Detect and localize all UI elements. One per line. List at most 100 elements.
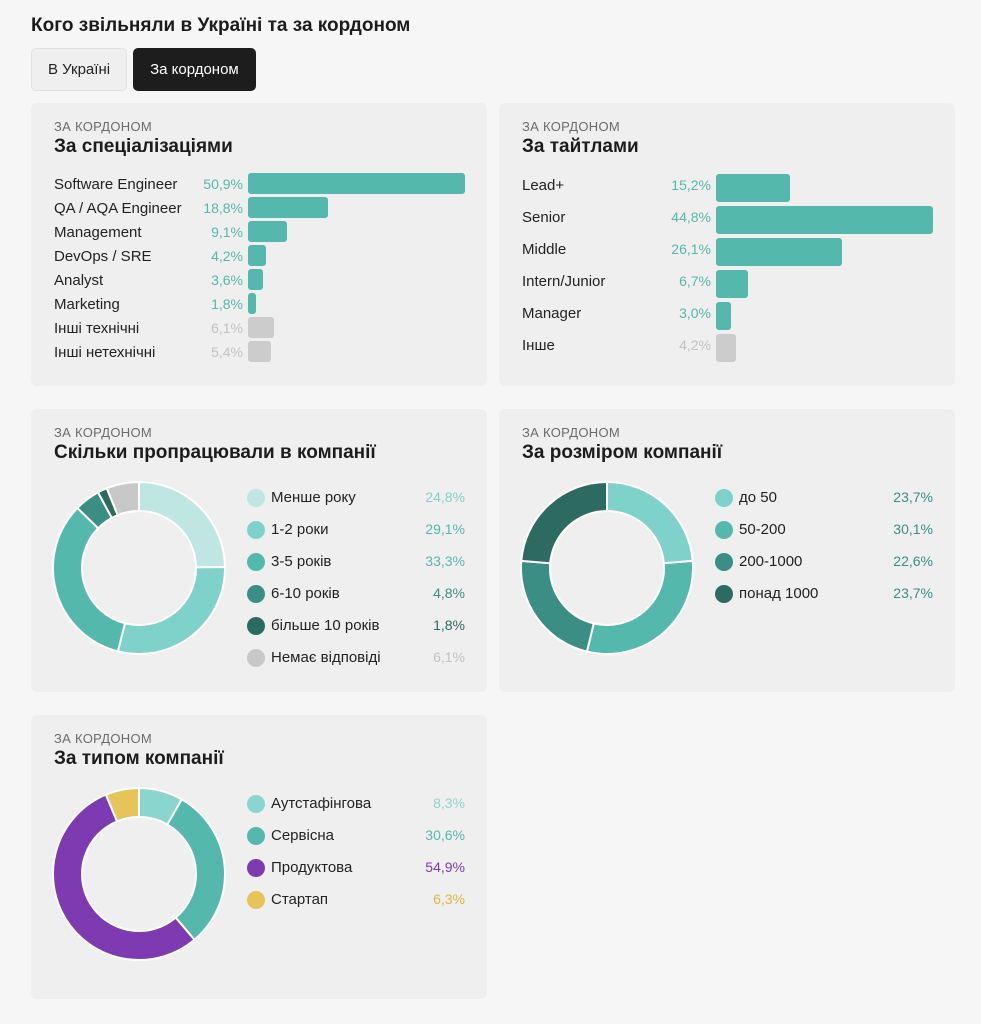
- bar-row: Senior 44,8%: [522, 206, 933, 234]
- bar-value-label: 44,8%: [671, 209, 711, 225]
- legend-item: понад 1000 23,7%: [715, 583, 935, 605]
- donut-slice: [52, 793, 196, 961]
- tab-abroad[interactable]: За кордоном: [133, 48, 256, 91]
- bar-category-label: Manager: [522, 305, 582, 322]
- legend-label: Менше року: [271, 489, 356, 506]
- donut-slice: [520, 481, 608, 565]
- legend-item: Немає відповіді 6,1%: [247, 647, 467, 669]
- bar-row: Інші нетехнічні 5,4%: [54, 341, 465, 363]
- bar: [716, 334, 737, 362]
- donut-chart: [520, 481, 694, 655]
- bar-row: Management 9,1%: [54, 221, 465, 243]
- card-kicker: ЗА КОРДОНОМ: [54, 731, 153, 746]
- legend-value: 24,8%: [425, 489, 465, 505]
- legend-swatch: [247, 585, 265, 603]
- bar-row: Lead+ 15,2%: [522, 174, 933, 202]
- bar-row: Intern/Junior 6,7%: [522, 270, 933, 298]
- legend-label: Немає відповіді: [271, 649, 381, 666]
- card-specializations: ЗА КОРДОНОМ За спеціалізаціями Software …: [31, 103, 487, 386]
- donut-slice: [104, 787, 140, 823]
- bar-category-label: Senior: [522, 209, 566, 226]
- bar: [716, 174, 790, 202]
- legend-item: Менше року 24,8%: [247, 487, 467, 509]
- bar-value-label: 6,7%: [679, 273, 711, 289]
- card-title: За типом компанії: [54, 748, 224, 769]
- donut-chart: [52, 481, 226, 655]
- legend-swatch: [715, 553, 733, 571]
- bar-category-label: Management: [54, 224, 142, 241]
- legend-swatch: [247, 827, 265, 845]
- bar-value-label: 4,2%: [679, 337, 711, 353]
- legend-item: Сервісна 30,6%: [247, 825, 467, 847]
- bar-value-label: 5,4%: [211, 344, 243, 360]
- legend-value: 8,3%: [433, 795, 465, 811]
- bar-row: Інше 4,2%: [522, 334, 933, 362]
- legend-value: 4,8%: [433, 585, 465, 601]
- legend-swatch: [715, 521, 733, 539]
- bar: [716, 302, 731, 330]
- legend-item: 1-2 роки 29,1%: [247, 519, 467, 541]
- legend-value: 30,1%: [893, 521, 933, 537]
- bar-category-label: Інші нетехнічні: [54, 344, 156, 361]
- tab-ukraine[interactable]: В Україні: [31, 48, 128, 91]
- legend-value: 22,6%: [893, 553, 933, 569]
- bar-value-label: 18,8%: [203, 200, 243, 216]
- bar-value-label: 50,9%: [203, 176, 243, 192]
- bar: [248, 317, 274, 338]
- bar-value-label: 4,2%: [211, 248, 243, 264]
- bar-category-label: Intern/Junior: [522, 273, 606, 290]
- legend-label: Стартап: [271, 891, 329, 908]
- tabs: В Україні За кордоном: [31, 48, 256, 91]
- donut-slice: [606, 481, 694, 565]
- legend-swatch: [247, 617, 265, 635]
- legend-item: 3-5 років 33,3%: [247, 551, 467, 573]
- bar: [716, 206, 933, 234]
- card-kicker: ЗА КОРДОНОМ: [522, 425, 621, 440]
- bar: [248, 221, 287, 242]
- donut-slice: [520, 559, 595, 653]
- bar: [248, 173, 465, 194]
- bar-row: DevOps / SRE 4,2%: [54, 245, 465, 267]
- legend-item: 6-10 років 4,8%: [247, 583, 467, 605]
- bar-row: Middle 26,1%: [522, 238, 933, 266]
- bar: [248, 245, 266, 266]
- card-company-type: ЗА КОРДОНОМ За типом компанії Аутстафінг…: [31, 715, 487, 999]
- legend-value: 54,9%: [425, 859, 465, 875]
- legend-label: Сервісна: [271, 827, 334, 844]
- bar-row: Інші технічні 6,1%: [54, 317, 465, 339]
- bar-row: Analyst 3,6%: [54, 269, 465, 291]
- legend-item: до 50 23,7%: [715, 487, 935, 509]
- legend-label: Продуктова: [271, 859, 353, 876]
- card-title: За розміром компанії: [522, 442, 723, 463]
- card-company-size: ЗА КОРДОНОМ За розміром компанії до 50 23…: [499, 409, 955, 692]
- donut-slice: [52, 506, 127, 653]
- bar-category-label: Інші технічні: [54, 320, 140, 337]
- legend-item: Стартап 6,3%: [247, 889, 467, 911]
- card-kicker: ЗА КОРДОНОМ: [54, 425, 153, 440]
- bar-category-label: Analyst: [54, 272, 104, 289]
- legend-label: до 50: [739, 489, 777, 506]
- bar-row: Software Engineer 50,9%: [54, 173, 465, 195]
- card-title: За тайтлами: [522, 136, 639, 157]
- card-title: За спеціалізаціями: [54, 136, 233, 157]
- bar-category-label: Lead+: [522, 177, 565, 194]
- legend-swatch: [247, 553, 265, 571]
- bar-value-label: 6,1%: [211, 320, 243, 336]
- bar-category-label: Інше: [522, 337, 555, 354]
- page-title: Кого звільняли в Україні та за кордоном: [31, 15, 411, 36]
- legend-swatch: [247, 859, 265, 877]
- legend-value: 6,3%: [433, 891, 465, 907]
- bar-category-label: DevOps / SRE: [54, 248, 152, 265]
- legend-swatch: [247, 891, 265, 909]
- legend-value: 23,7%: [893, 585, 933, 601]
- bar-category-label: Software Engineer: [54, 176, 178, 193]
- bar-row: Marketing 1,8%: [54, 293, 465, 315]
- bar-value-label: 3,0%: [679, 305, 711, 321]
- legend-item: більше 10 років 1,8%: [247, 615, 467, 637]
- legend-value: 23,7%: [893, 489, 933, 505]
- card-title: Скільки пропрацювали в компанії: [54, 442, 376, 463]
- card-kicker: ЗА КОРДОНОМ: [54, 119, 153, 134]
- legend-label: більше 10 років: [271, 617, 380, 634]
- bar: [248, 197, 329, 218]
- legend-value: 30,6%: [425, 827, 465, 843]
